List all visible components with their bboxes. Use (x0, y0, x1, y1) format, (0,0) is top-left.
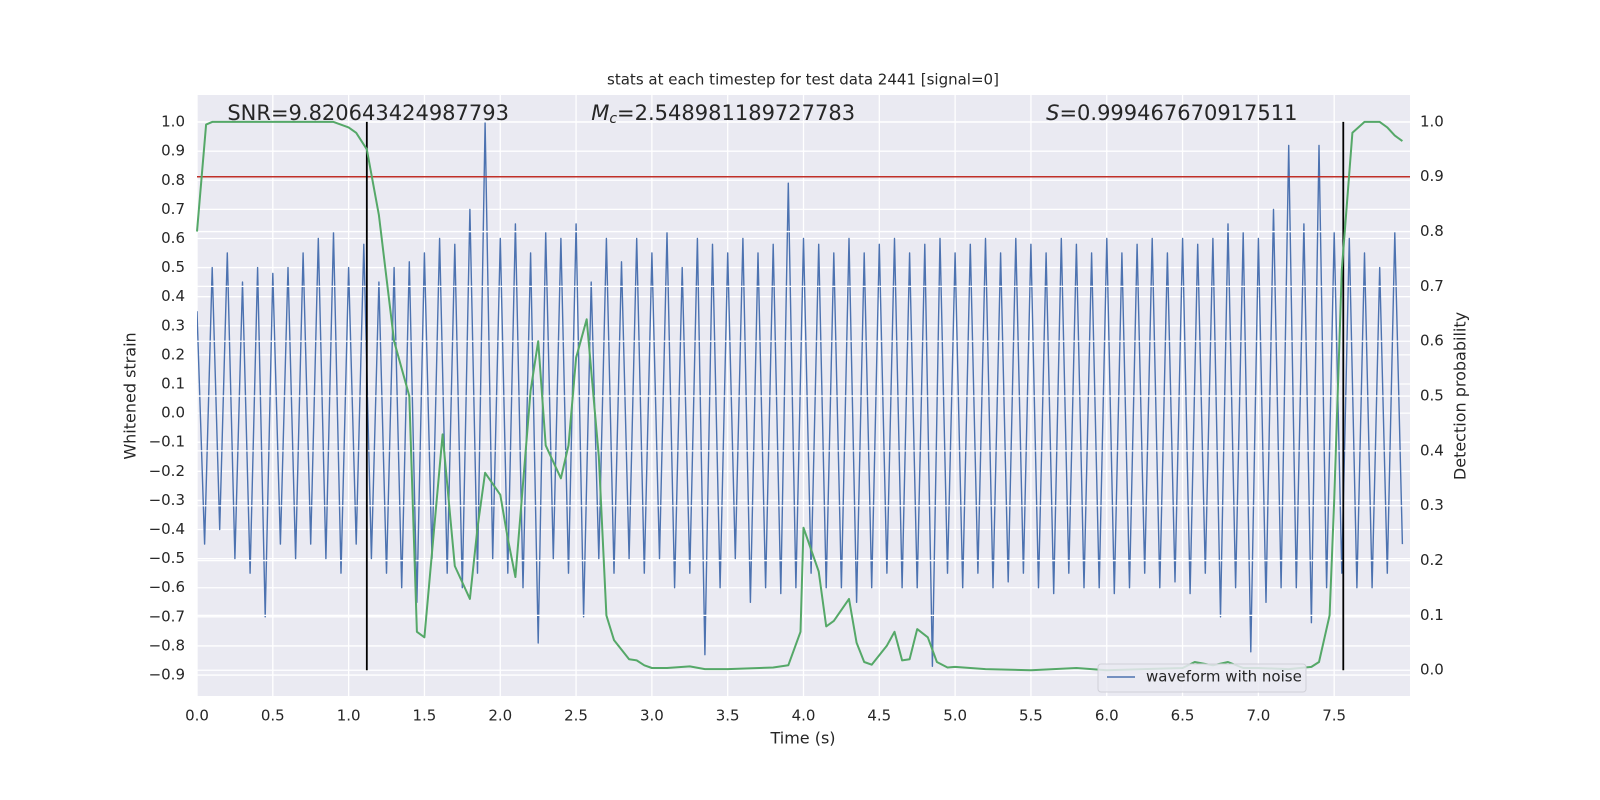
y-tick-label: −0.1 (149, 433, 185, 451)
overlay: SNR=9.820643424987793 Mc=2.54898118972778… (196, 101, 1410, 693)
y2-tick-label: 0.0 (1420, 661, 1444, 679)
x-tick-label: 0.0 (185, 707, 209, 725)
x-tick-label: 2.5 (564, 707, 588, 725)
y2-tick-label: 0.4 (1420, 441, 1444, 459)
chart-title: stats at each timestep for test data 244… (607, 71, 999, 89)
annotation: S=0.999467670917511 (1046, 101, 1297, 125)
y-tick-label: 0.1 (161, 375, 185, 393)
legend-label: waveform with noise (1146, 668, 1302, 686)
legend-box (1097, 663, 1307, 693)
y-tick-label: −0.4 (149, 520, 185, 538)
y2-tick-label: 1.0 (1420, 112, 1444, 130)
series-line (197, 121, 1404, 667)
x-tick-label: 7.5 (1322, 707, 1346, 725)
x-tick-label: 2.0 (488, 707, 512, 725)
x-tick-label: 6.5 (1171, 707, 1195, 725)
annotation: SNR=9.820643424987793 (227, 101, 509, 125)
y-tick-label: −0.5 (149, 549, 185, 567)
y-axis-label: Whitened strain (121, 332, 140, 459)
annotation-subscript: c (609, 111, 617, 127)
y-tick-label: −0.3 (149, 491, 185, 509)
y-tick-label: −0.9 (149, 666, 185, 684)
annotation-text: =2.548981189727783 (617, 101, 855, 125)
y-tick-label: 0.0 (161, 404, 185, 422)
y2-tick-label: 0.6 (1420, 332, 1444, 350)
y-tick-label: 0.8 (161, 171, 185, 189)
annotation-text: =0.999467670917511 (1059, 101, 1297, 125)
y2-tick-label: 0.1 (1420, 606, 1444, 624)
y2-tick-label: 0.3 (1420, 496, 1444, 514)
x-tick-label: 1.0 (337, 707, 361, 725)
y2-tick-label: 0.9 (1420, 167, 1444, 185)
annotation: Mc=2.548981189727783 (591, 101, 855, 127)
annotation-symbol: M (591, 101, 609, 125)
x-tick-label: 3.5 (716, 707, 740, 725)
y-tick-label: 0.9 (161, 142, 185, 160)
y2-tick-label: 0.8 (1420, 222, 1444, 240)
y-tick-label: 0.4 (161, 287, 185, 305)
x-tick-label: 6.0 (1095, 707, 1119, 725)
y-tick-label: 0.3 (161, 316, 185, 334)
y-tick-label: −0.7 (149, 607, 185, 625)
y2-tick-label: 0.7 (1420, 277, 1444, 295)
y2-tick-label: 0.2 (1420, 551, 1444, 569)
x-tick-label: 4.5 (867, 707, 891, 725)
y-tick-label: 0.2 (161, 345, 185, 363)
x-tick-label: 0.5 (261, 707, 285, 725)
x-tick-label: 7.0 (1246, 707, 1270, 725)
annotation-symbol: S (1046, 101, 1059, 125)
y-tick-label: −0.6 (149, 578, 185, 596)
x-tick-label: 1.5 (413, 707, 437, 725)
y-tick-label: 1.0 (161, 113, 185, 131)
y-tick-label: −0.8 (149, 636, 185, 654)
x-tick-label: 5.5 (1019, 707, 1043, 725)
y-tick-label: 0.6 (161, 229, 185, 247)
y2-axis-label: Detection probability (1451, 312, 1470, 480)
y-tick-label: 0.7 (161, 200, 185, 218)
x-tick-label: 3.0 (640, 707, 664, 725)
y-tick-label: −0.2 (149, 462, 185, 480)
y2-tick-label: 0.5 (1420, 387, 1444, 405)
x-tick-label: 5.0 (943, 707, 967, 725)
y-tick-label: 0.5 (161, 258, 185, 276)
x-tick-label: 4.0 (792, 707, 816, 725)
annotation-text: SNR=9.820643424987793 (227, 101, 509, 125)
x-axis-label: Time (s) (769, 729, 835, 748)
